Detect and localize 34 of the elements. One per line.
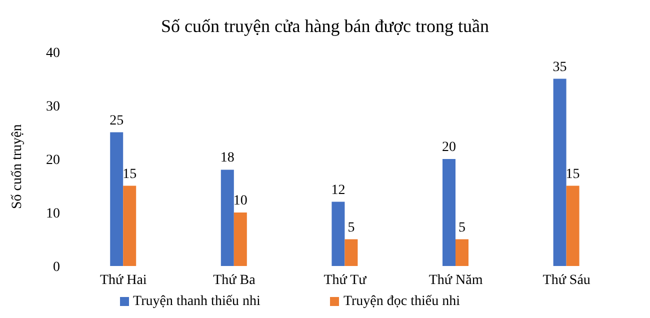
x-tick-label: Thứ Ba	[213, 272, 256, 288]
x-tick-label: Thứ Năm	[428, 272, 483, 288]
data-label: 5	[458, 220, 466, 236]
y-tick-label: 40	[46, 46, 60, 61]
y-tick-label: 30	[46, 99, 60, 114]
data-label: 12	[331, 182, 346, 198]
data-label: 25	[110, 113, 124, 128]
bar	[553, 78, 566, 266]
bar	[566, 186, 580, 266]
data-label: 15	[566, 166, 580, 182]
bar	[344, 239, 358, 266]
bar	[332, 202, 345, 266]
bar	[456, 239, 469, 266]
x-tick-label: Thứ Hai	[100, 272, 147, 288]
legend-label: Truyện thanh thiếu nhi	[133, 294, 260, 309]
y-tick-label: 20	[46, 152, 60, 168]
x-tick-label: Thứ Sáu	[542, 272, 590, 288]
data-label: 15	[122, 166, 137, 182]
data-label: 5	[348, 220, 355, 236]
data-label: 10	[233, 194, 248, 208]
bar	[110, 132, 124, 266]
y-tick-label: 10	[46, 206, 60, 222]
bar	[123, 186, 136, 266]
bar	[442, 159, 456, 266]
y-tick-label: 0	[53, 260, 60, 275]
data-label: 18	[220, 150, 234, 166]
legend-label: Truyện đọc thiếu nhi	[343, 294, 460, 309]
x-tick-label: Thứ Tư	[324, 272, 367, 288]
bar	[220, 170, 234, 266]
data-label: 35	[552, 60, 567, 75]
chart-title: Số cuốn truyện cửa hàng bán được trong tuần	[160, 16, 490, 37]
data-label: 20	[442, 140, 456, 155]
y-axis-title: Số cuốn truyện	[10, 124, 25, 209]
bar	[234, 212, 247, 266]
